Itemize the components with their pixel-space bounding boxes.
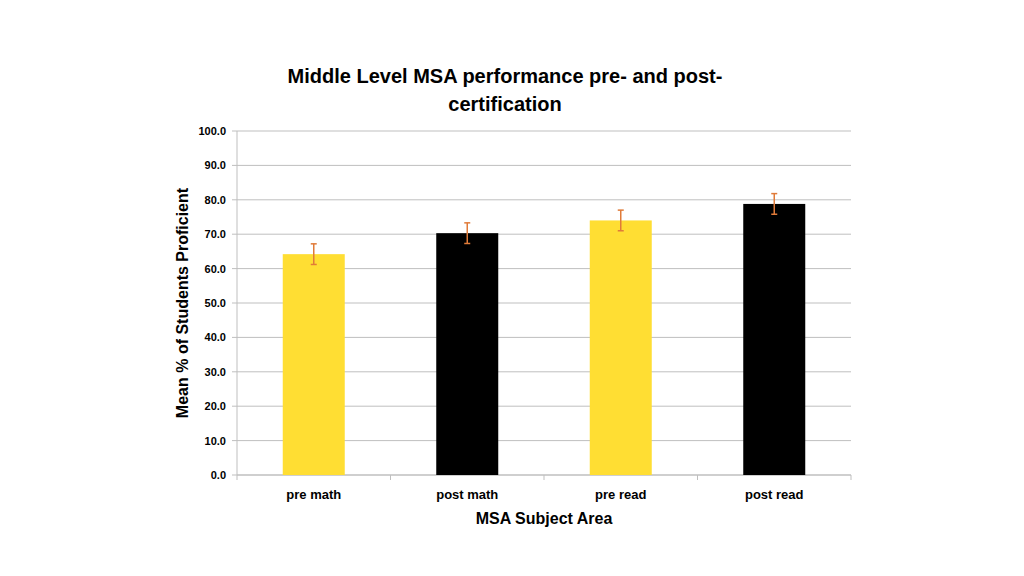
error-bar: [464, 223, 470, 244]
x-tick: [237, 475, 238, 480]
bar: [743, 204, 805, 475]
error-line: [774, 194, 776, 215]
y-tick: [232, 234, 237, 235]
y-tick: [232, 371, 237, 372]
y-axis-title: Mean % of Students Proficient: [174, 187, 191, 418]
error-bar: [311, 244, 317, 265]
y-tick-label: 60.0: [205, 263, 226, 275]
y-tick-label: 10.0: [205, 435, 226, 447]
x-tick: [697, 475, 698, 480]
y-tick-label: 50.0: [205, 297, 226, 309]
y-tick-label: 80.0: [205, 194, 226, 206]
y-tick: [232, 199, 237, 200]
y-tick-label: 70.0: [205, 228, 226, 240]
error-line: [467, 223, 469, 244]
y-tick: [232, 406, 237, 407]
x-tick: [390, 475, 391, 480]
bar: [436, 233, 498, 475]
y-tick: [232, 303, 237, 304]
plot: 0.0 10.0 20.0 30.0 40.0 50.0 60.0 70.0 80.0 90.0 1…: [0, 0, 1024, 576]
y-tick: [232, 475, 237, 476]
y-tick: [232, 131, 237, 132]
grid-line: [237, 131, 851, 132]
x-tick-label: post math: [436, 487, 498, 502]
y-tick-label: 100.0: [198, 125, 226, 137]
error-cap: [311, 264, 317, 266]
y-tick-label: 30.0: [205, 366, 226, 378]
error-cap: [618, 209, 624, 211]
y-tick: [232, 268, 237, 269]
bar: [283, 254, 345, 475]
x-tick-label: pre read: [595, 487, 646, 502]
error-line: [620, 210, 622, 231]
error-cap: [464, 222, 470, 224]
error-line: [313, 244, 315, 265]
error-cap: [771, 213, 777, 215]
y-axis: [237, 131, 238, 475]
y-tick-label: 40.0: [205, 331, 226, 343]
y-tick-label: 90.0: [205, 159, 226, 171]
grid-line: [237, 165, 851, 166]
title: Middle Level MSA performance pre- and po…: [265, 62, 745, 118]
x-tick: [544, 475, 545, 480]
error-cap: [771, 193, 777, 195]
error-cap: [618, 230, 624, 232]
x-axis-title: MSA Subject Area: [476, 510, 613, 527]
chart: Middle Level MSA performance pre- and po…: [0, 0, 1024, 576]
error-cap: [311, 243, 317, 245]
error-bar: [618, 210, 624, 231]
y-tick: [232, 440, 237, 441]
bars: [283, 194, 806, 475]
y-tick-label: 0.0: [211, 469, 226, 481]
bar: [590, 220, 652, 475]
y-tick: [232, 165, 237, 166]
error-bar: [771, 194, 777, 215]
x-tick: [851, 475, 852, 480]
y-tick-label: 20.0: [205, 400, 226, 412]
x-tick-label: post read: [745, 487, 804, 502]
grid-line: [237, 199, 851, 200]
y-tick: [232, 337, 237, 338]
error-cap: [464, 243, 470, 245]
x-tick-label: pre math: [286, 487, 341, 502]
